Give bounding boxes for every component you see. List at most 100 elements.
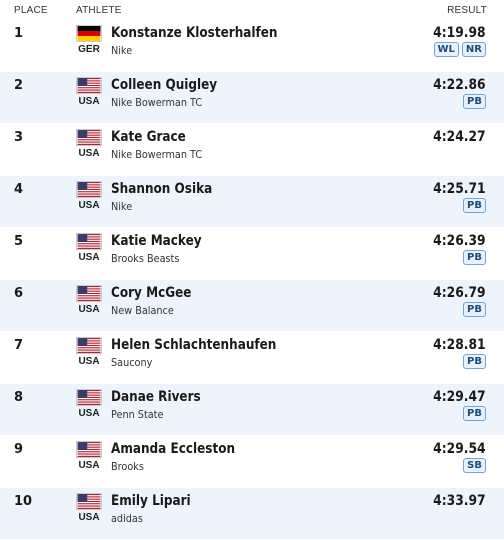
result-time: 4:19.98 [433, 25, 486, 41]
record-badge: PB [463, 198, 486, 213]
table-row[interactable]: 6 USA Cory McGee New Balance 4:26.79 PB [0, 280, 504, 332]
result-time: 4:22.86 [433, 77, 486, 93]
badge-group: PB [463, 94, 486, 109]
badge-group: PB [463, 250, 486, 265]
country-code: USA [78, 356, 100, 367]
athlete-team: Nike Bowerman TC [111, 148, 203, 161]
country-block: USA [76, 389, 102, 419]
athlete-name[interactable]: Amanda Eccleston [111, 441, 236, 457]
country-code: USA [78, 304, 100, 315]
badge-group: PB [463, 354, 486, 369]
usa-flag-icon [76, 129, 102, 146]
athlete-team: Saucony [111, 356, 153, 369]
record-badge: SB [463, 458, 486, 473]
usa-flag-icon [76, 441, 102, 458]
usa-flag-icon [76, 285, 102, 302]
country-code: USA [78, 252, 100, 263]
country-block: USA [76, 441, 102, 471]
place-number: 1 [14, 26, 24, 41]
place-number: 4 [14, 182, 24, 197]
record-badge: WL [433, 42, 459, 57]
badge-group: WL NR [433, 42, 486, 57]
table-row[interactable]: 5 USA Katie Mackey Brooks Beasts 4:26.39… [0, 228, 504, 280]
country-block: USA [76, 233, 102, 263]
result-time: 4:33.97 [433, 493, 486, 509]
table-row[interactable]: 3 USA Kate Grace Nike Bowerman TC 4:24.2… [0, 124, 504, 176]
record-badge: PB [463, 354, 486, 369]
header-result: RESULT [447, 5, 487, 16]
record-badge: PB [463, 302, 486, 317]
ger-flag-icon [76, 25, 102, 42]
country-block: USA [76, 493, 102, 523]
badge-group: PB [463, 198, 486, 213]
header-athlete: ATHLETE [76, 5, 122, 16]
country-code: USA [78, 200, 100, 211]
country-code: USA [78, 460, 100, 471]
table-row[interactable]: 1 GER Konstanze Klosterhalfen Nike 4:19.… [0, 20, 504, 72]
country-block: GER [76, 25, 102, 55]
country-block: USA [76, 285, 102, 315]
place-number: 7 [14, 338, 24, 353]
result-time: 4:29.47 [433, 389, 486, 405]
place-number: 5 [14, 234, 24, 249]
athlete-name[interactable]: Kate Grace [111, 129, 186, 145]
record-badge: NR [461, 42, 486, 57]
country-block: USA [76, 77, 102, 107]
results-table-header: PLACE ATHLETE RESULT [0, 0, 504, 20]
table-row[interactable]: 2 USA Colleen Quigley Nike Bowerman TC 4… [0, 72, 504, 124]
athlete-team: adidas [111, 512, 143, 525]
athlete-name[interactable]: Katie Mackey [111, 233, 202, 249]
place-number: 10 [14, 494, 33, 509]
badge-group: SB [463, 458, 486, 473]
place-number: 6 [14, 286, 24, 301]
athlete-team: Nike [111, 200, 133, 213]
place-number: 8 [14, 390, 24, 405]
athlete-name[interactable]: Cory McGee [111, 285, 192, 301]
record-badge: PB [463, 406, 486, 421]
usa-flag-icon [76, 181, 102, 198]
athlete-team: Nike [111, 44, 133, 57]
results-table-body: 1 GER Konstanze Klosterhalfen Nike 4:19.… [0, 20, 504, 540]
record-badge: PB [463, 94, 486, 109]
country-code: USA [78, 512, 100, 523]
usa-flag-icon [76, 337, 102, 354]
result-time: 4:26.79 [433, 285, 486, 301]
athlete-name[interactable]: Shannon Osika [111, 181, 213, 197]
usa-flag-icon [76, 389, 102, 406]
badge-group: PB [463, 406, 486, 421]
athlete-team: New Balance [111, 304, 174, 317]
table-row[interactable]: 7 USA Helen Schlachtenhaufen Saucony 4:2… [0, 332, 504, 384]
athlete-name[interactable]: Danae Rivers [111, 389, 201, 405]
place-number: 2 [14, 78, 24, 93]
athlete-team: Brooks Beasts [111, 252, 180, 265]
header-place: PLACE [14, 5, 48, 16]
badge-group: PB [463, 302, 486, 317]
place-number: 3 [14, 130, 24, 145]
athlete-name[interactable]: Helen Schlachtenhaufen [111, 337, 277, 353]
country-code: GER [78, 44, 100, 55]
table-row[interactable]: 8 USA Danae Rivers Penn State 4:29.47 PB [0, 384, 504, 436]
country-block: USA [76, 129, 102, 159]
table-row[interactable]: 4 USA Shannon Osika Nike 4:25.71 PB [0, 176, 504, 228]
table-row[interactable]: 9 USA Amanda Eccleston Brooks 4:29.54 SB [0, 436, 504, 488]
athlete-team: Penn State [111, 408, 164, 421]
athlete-name[interactable]: Emily Lipari [111, 493, 191, 509]
country-code: USA [78, 148, 100, 159]
table-row[interactable]: 10 USA Emily Lipari adidas 4:33.97 [0, 488, 504, 540]
place-number: 9 [14, 442, 24, 457]
record-badge: PB [463, 250, 486, 265]
country-code: USA [78, 96, 100, 107]
athlete-name[interactable]: Konstanze Klosterhalfen [111, 25, 278, 41]
athlete-team: Brooks [111, 460, 144, 473]
country-code: USA [78, 408, 100, 419]
athlete-name[interactable]: Colleen Quigley [111, 77, 218, 93]
usa-flag-icon [76, 233, 102, 250]
country-block: USA [76, 181, 102, 211]
country-block: USA [76, 337, 102, 367]
result-time: 4:26.39 [433, 233, 486, 249]
result-time: 4:24.27 [433, 129, 486, 145]
usa-flag-icon [76, 493, 102, 510]
usa-flag-icon [76, 77, 102, 94]
result-time: 4:25.71 [433, 181, 486, 197]
athlete-team: Nike Bowerman TC [111, 96, 203, 109]
